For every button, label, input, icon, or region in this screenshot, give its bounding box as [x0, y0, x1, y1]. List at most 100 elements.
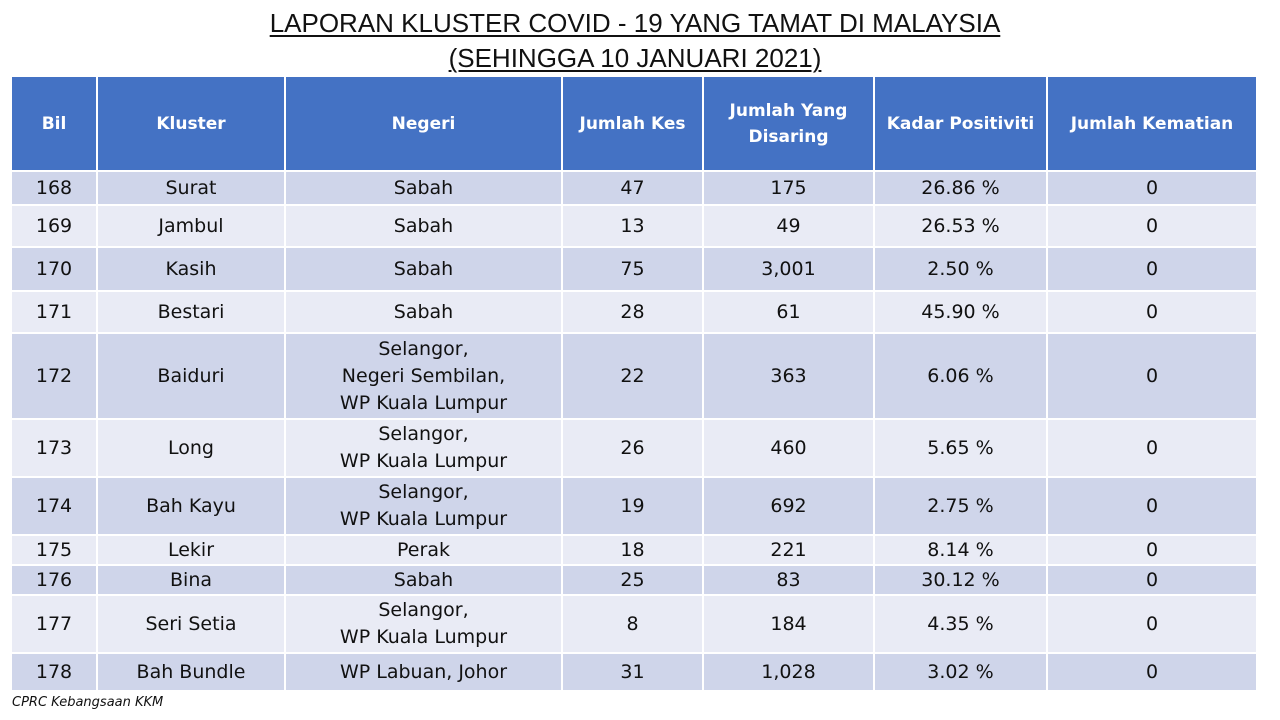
table-row: 175 Lekir Perak 18 221 8.14 % 0 — [12, 534, 1256, 564]
cell-jumlah-kes: 13 — [563, 204, 704, 246]
cell-kluster: Bah Kayu — [98, 476, 286, 534]
cell-jumlah-kes: 8 — [563, 594, 704, 652]
cell-negeri: Sabah — [286, 246, 563, 290]
table-row: 168 Surat Sabah 47 175 26.86 % 0 — [12, 170, 1256, 204]
cell-jumlah-kes: 19 — [563, 476, 704, 534]
cell-jumlah-kematian: 0 — [1048, 418, 1256, 476]
cluster-table: Bil Kluster Negeri Jumlah Kes Jumlah Yan… — [12, 77, 1256, 690]
cell-kadar-positiviti: 45.90 % — [875, 290, 1048, 332]
cell-jumlah-kes: 22 — [563, 332, 704, 418]
cell-jumlah-disaring: 1,028 — [704, 652, 875, 690]
header-jumlah-kematian: Jumlah Kematian — [1048, 77, 1256, 170]
cell-bil: 169 — [12, 204, 98, 246]
header-kluster: Kluster — [98, 77, 286, 170]
table-row: 177 Seri Setia Selangor, WP Kuala Lumpur 8 1… — [12, 594, 1256, 652]
cell-kluster: Long — [98, 418, 286, 476]
cell-jumlah-disaring: 3,001 — [704, 246, 875, 290]
cell-jumlah-kematian: 0 — [1048, 476, 1256, 534]
cell-jumlah-disaring: 49 — [704, 204, 875, 246]
table-row: 174 Bah Kayu Selangor, WP Kuala Lumpur 19 69… — [12, 476, 1256, 534]
cell-kadar-positiviti: 8.14 % — [875, 534, 1048, 564]
report-subtitle-date: (SEHINGGA 10 JANUARI 2021) — [448, 43, 822, 73]
cell-negeri: Perak — [286, 534, 563, 564]
cell-kadar-positiviti: 5.65 % — [875, 418, 1048, 476]
cell-jumlah-kes: 47 — [563, 170, 704, 204]
cell-kadar-positiviti: 4.35 % — [875, 594, 1048, 652]
cell-jumlah-disaring: 221 — [704, 534, 875, 564]
cell-negeri: Selangor, WP Kuala Lumpur — [286, 418, 563, 476]
cell-negeri: Selangor, WP Kuala Lumpur — [286, 476, 563, 534]
cell-jumlah-kes: 28 — [563, 290, 704, 332]
source-footer: CPRC Kebangsaan KKM — [12, 695, 164, 710]
cell-jumlah-kes: 31 — [563, 652, 704, 690]
cell-kadar-positiviti: 2.50 % — [875, 246, 1048, 290]
header-jumlah-kes: Jumlah Kes — [563, 77, 704, 170]
cell-bil: 177 — [12, 594, 98, 652]
cell-jumlah-disaring: 61 — [704, 290, 875, 332]
cell-kadar-positiviti: 2.75 % — [875, 476, 1048, 534]
table-row: 176 Bina Sabah 25 83 30.12 % 0 — [12, 564, 1256, 594]
table-row: 171 Bestari Sabah 28 61 45.90 % 0 — [12, 290, 1256, 332]
cell-negeri: Sabah — [286, 564, 563, 594]
header-negeri: Negeri — [286, 77, 563, 170]
cell-bil: 174 — [12, 476, 98, 534]
cell-bil: 175 — [12, 534, 98, 564]
header-bil: Bil — [12, 77, 98, 170]
table-row: 178 Bah Bundle WP Labuan, Johor 31 1,028 3.02… — [12, 652, 1256, 690]
cell-jumlah-kematian: 0 — [1048, 332, 1256, 418]
cell-kadar-positiviti: 3.02 % — [875, 652, 1048, 690]
cell-bil: 168 — [12, 170, 98, 204]
cell-jumlah-disaring: 83 — [704, 564, 875, 594]
cell-jumlah-disaring: 184 — [704, 594, 875, 652]
cell-negeri: Selangor, Negeri Sembilan, WP Kuala Lump… — [286, 332, 563, 418]
cell-negeri: WP Labuan, Johor — [286, 652, 563, 690]
cell-jumlah-kes: 25 — [563, 564, 704, 594]
table-row: 170 Kasih Sabah 75 3,001 2.50 % 0 — [12, 246, 1256, 290]
cell-negeri: Sabah — [286, 290, 563, 332]
header-kadar-positiviti: Kadar Positiviti — [875, 77, 1048, 170]
cell-bil: 176 — [12, 564, 98, 594]
table-header-row: Bil Kluster Negeri Jumlah Kes Jumlah Yan… — [12, 77, 1256, 170]
cell-kluster: Surat — [98, 170, 286, 204]
cell-jumlah-kes: 26 — [563, 418, 704, 476]
table-body: 168 Surat Sabah 47 175 26.86 % 0 169 Jambul Sabah… — [12, 170, 1256, 690]
cell-jumlah-kematian: 0 — [1048, 246, 1256, 290]
header-jumlah-disaring: Jumlah Yang Disaring — [704, 77, 875, 170]
cell-jumlah-kes: 75 — [563, 246, 704, 290]
cell-negeri: Sabah — [286, 170, 563, 204]
cell-jumlah-kematian: 0 — [1048, 170, 1256, 204]
cell-bil: 173 — [12, 418, 98, 476]
cell-kluster: Kasih — [98, 246, 286, 290]
report-title: LAPORAN KLUSTER COVID - 19 YANG TAMAT DI… — [269, 8, 1001, 38]
cell-jumlah-disaring: 692 — [704, 476, 875, 534]
cell-jumlah-disaring: 363 — [704, 332, 875, 418]
cell-kadar-positiviti: 6.06 % — [875, 332, 1048, 418]
cell-negeri: Selangor, WP Kuala Lumpur — [286, 594, 563, 652]
cell-jumlah-kematian: 0 — [1048, 564, 1256, 594]
cell-kluster: Baiduri — [98, 332, 286, 418]
cell-kadar-positiviti: 26.53 % — [875, 204, 1048, 246]
cell-bil: 178 — [12, 652, 98, 690]
cell-bil: 172 — [12, 332, 98, 418]
cell-kluster: Seri Setia — [98, 594, 286, 652]
cell-kluster: Bina — [98, 564, 286, 594]
table-row: 169 Jambul Sabah 13 49 26.53 % 0 — [12, 204, 1256, 246]
cell-kluster: Jambul — [98, 204, 286, 246]
cell-bil: 171 — [12, 290, 98, 332]
cell-jumlah-kematian: 0 — [1048, 534, 1256, 564]
cell-negeri: Sabah — [286, 204, 563, 246]
cell-kluster: Bestari — [98, 290, 286, 332]
cell-jumlah-disaring: 460 — [704, 418, 875, 476]
cell-jumlah-kematian: 0 — [1048, 594, 1256, 652]
cell-kadar-positiviti: 26.86 % — [875, 170, 1048, 204]
cell-bil: 170 — [12, 246, 98, 290]
cell-kluster: Bah Bundle — [98, 652, 286, 690]
cell-kadar-positiviti: 30.12 % — [875, 564, 1048, 594]
cell-jumlah-kes: 18 — [563, 534, 704, 564]
table-row: 173 Long Selangor, WP Kuala Lumpur 26 460 5.6… — [12, 418, 1256, 476]
cell-jumlah-disaring: 175 — [704, 170, 875, 204]
cell-jumlah-kematian: 0 — [1048, 652, 1256, 690]
cell-jumlah-kematian: 0 — [1048, 290, 1256, 332]
table-row: 172 Baiduri Selangor, Negeri Sembilan, WP … — [12, 332, 1256, 418]
cell-jumlah-kematian: 0 — [1048, 204, 1256, 246]
